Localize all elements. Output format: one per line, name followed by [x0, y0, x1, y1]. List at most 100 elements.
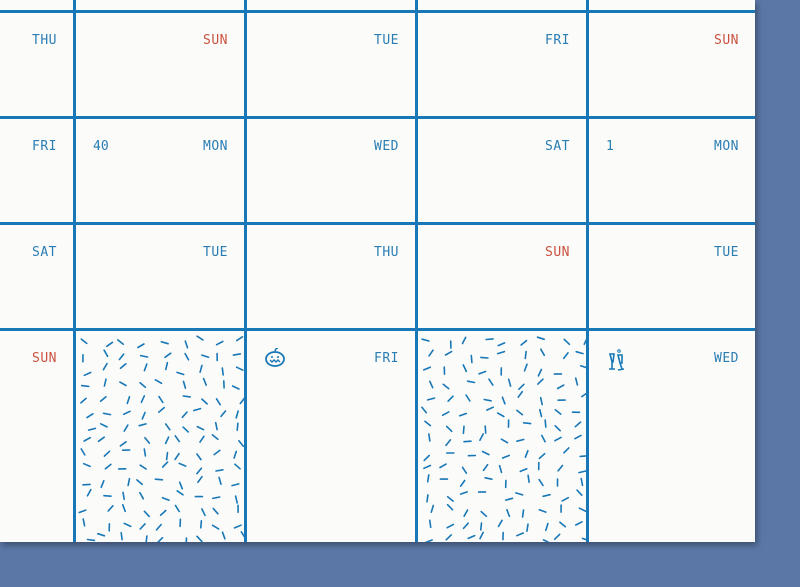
confetti-dash — [524, 350, 527, 360]
day-cell[interactable]: THU — [0, 14, 73, 117]
confetti-dash — [581, 537, 586, 541]
confetti-dash — [181, 411, 188, 419]
weekday-label: SUN — [545, 245, 570, 260]
confetti-dash — [159, 509, 167, 516]
confetti-dash — [423, 366, 432, 371]
confetti-dash — [232, 353, 242, 356]
confetti-dash — [122, 410, 131, 416]
confetti-dash — [428, 349, 434, 357]
confetti-dash — [182, 395, 191, 398]
confetti-dash — [447, 395, 454, 402]
confetti-dash — [545, 522, 549, 532]
confetti-dash — [143, 510, 150, 518]
confetti-dash — [235, 366, 244, 372]
confetti-dash — [234, 495, 238, 504]
confetti-dash — [479, 433, 484, 441]
confetti-dash — [522, 422, 532, 425]
grid-line-vertical — [586, 0, 589, 542]
confetti-dash — [184, 352, 190, 361]
confetti-dash — [579, 364, 586, 369]
confetti-dash — [556, 384, 565, 390]
confetti-dash — [462, 364, 468, 373]
day-cell[interactable]: THU — [247, 226, 415, 329]
confetti-dash — [479, 522, 483, 531]
weekday-label: MON — [203, 139, 228, 154]
weekday-label: TUE — [714, 245, 739, 260]
confetti-pattern — [421, 336, 586, 542]
day-cell[interactable] — [76, 332, 244, 542]
day-cell[interactable]: TUE — [76, 226, 244, 329]
weekday-label: FRI — [545, 33, 570, 48]
confetti-dash — [562, 352, 569, 360]
confetti-dash — [484, 477, 493, 480]
pumpkin-icon — [264, 347, 286, 372]
weekday-label: TUE — [203, 245, 228, 260]
weekday-label: THU — [32, 33, 57, 48]
confetti-dash — [501, 396, 506, 405]
confetti-dash — [196, 425, 205, 431]
confetti-dash — [445, 425, 453, 433]
confetti-dash — [122, 491, 126, 501]
confetti-dash — [165, 361, 169, 371]
day-cell[interactable]: SUN — [76, 14, 244, 117]
confetti-dash — [465, 394, 471, 402]
day-cell[interactable]: SUN — [418, 226, 586, 329]
weekday-label: TUE — [374, 33, 399, 48]
day-cell[interactable]: MON 1 — [589, 120, 755, 223]
day-cell[interactable]: MON 40 — [76, 120, 244, 223]
confetti-dash — [185, 537, 188, 542]
confetti-dash — [201, 354, 210, 359]
confetti-dash — [119, 381, 127, 387]
confetti-dash — [164, 352, 172, 359]
day-cell[interactable]: SAT — [0, 226, 73, 329]
confetti-dash — [519, 468, 528, 473]
day-cell[interactable]: SUN — [0, 332, 73, 542]
confetti-dash — [240, 531, 244, 538]
confetti-dash — [138, 423, 147, 427]
week-number: 1 — [606, 139, 614, 154]
day-cell[interactable]: SUN — [589, 14, 755, 117]
day-cell[interactable]: FRI — [418, 14, 586, 117]
confetti-dash — [102, 362, 108, 371]
confetti-dash — [164, 423, 171, 431]
day-cell[interactable]: SAT — [418, 120, 586, 223]
weekday-label: FRI — [32, 139, 57, 154]
day-cell[interactable]: TUE — [247, 14, 415, 117]
confetti-dash — [497, 342, 506, 347]
confetti-dash — [123, 522, 132, 528]
confetti-dash — [559, 521, 567, 528]
confetti-dash — [155, 523, 162, 531]
confetti-dash — [515, 492, 524, 496]
day-cell[interactable]: TUE — [589, 226, 755, 329]
confetti-dash — [214, 421, 218, 431]
grid-line-horizontal — [0, 222, 755, 225]
confetti-dash — [119, 441, 127, 447]
confetti-dash — [178, 481, 184, 490]
confetti-dash — [561, 496, 570, 502]
confetti-dash — [197, 475, 203, 484]
week-number: 40 — [93, 139, 109, 154]
confetti-dash — [542, 539, 550, 542]
confetti-dash — [174, 452, 180, 461]
day-cell[interactable] — [418, 332, 586, 542]
confetti-dash — [99, 423, 108, 428]
confetti-dash — [507, 378, 512, 387]
confetti-dash — [480, 356, 489, 359]
confetti-dash — [466, 380, 476, 384]
confetti-dash — [574, 377, 579, 386]
day-cell[interactable]: WED — [247, 120, 415, 223]
confetti-dash — [423, 464, 432, 470]
day-cell[interactable]: WED — [589, 332, 755, 542]
confetti-dash — [154, 478, 164, 481]
confetti-dash — [160, 341, 169, 345]
confetti-dash — [554, 408, 562, 415]
confetti-dash — [116, 339, 125, 345]
confetti-dash — [139, 381, 147, 389]
confetti-dash — [158, 395, 164, 404]
confetti-dash — [201, 508, 206, 517]
day-cell[interactable]: FRI — [247, 332, 415, 542]
confetti-dash — [86, 488, 92, 497]
confetti-dash — [184, 340, 189, 349]
confetti-dash — [83, 436, 92, 442]
day-cell[interactable]: FRI — [0, 120, 73, 223]
